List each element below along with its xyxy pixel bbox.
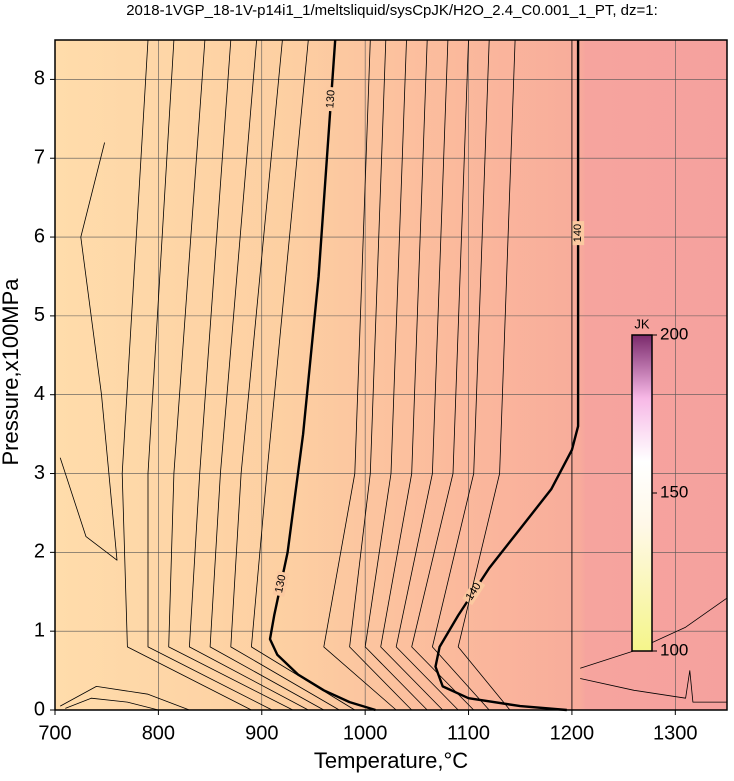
x-tick-label: 1100	[447, 722, 490, 744]
contour	[230, 39, 340, 711]
y-tick-label: 0	[34, 698, 45, 720]
y-tick-label: 3	[34, 462, 45, 484]
contour	[457, 39, 516, 711]
x-tick-label: 1300	[653, 722, 698, 744]
contour	[147, 39, 273, 711]
contour	[395, 39, 459, 711]
contour	[580, 670, 727, 703]
contour-label: 130	[273, 574, 289, 594]
contour	[432, 39, 490, 711]
contour	[411, 39, 474, 711]
colorbar-tick-label: 100	[660, 640, 688, 659]
contour	[580, 597, 728, 669]
contour	[380, 39, 443, 711]
y-tick-label: 8	[34, 68, 45, 90]
contour	[60, 686, 190, 711]
contour-label: 130	[324, 90, 337, 109]
x-tick-label: 1000	[343, 722, 388, 744]
contour	[251, 39, 356, 711]
contour-label-group: 140	[572, 221, 585, 246]
contour-label-bg	[462, 578, 486, 606]
chart-title: 2018-1VGP_18-1V-p14i1_1/meltsliquid/sysC…	[126, 2, 658, 19]
contour-label-group: 130	[324, 86, 338, 112]
contour	[189, 39, 309, 711]
overlay: 700 800 900 1000 1100 1200 1300 0 1 2 3 4 5 6 7 8 100 150…	[34, 68, 698, 745]
field	[55, 40, 727, 710]
plot-frame	[54, 39, 728, 711]
contour-label-bg	[324, 86, 338, 112]
contour-label-bg	[572, 221, 585, 246]
y-tick-label: 7	[34, 147, 45, 169]
contour-label: 140	[572, 224, 584, 242]
contour	[59, 142, 118, 561]
x-tick-label: 700	[38, 722, 71, 744]
colorbar	[631, 334, 653, 652]
y-tick-label: 2	[34, 541, 45, 563]
colorbar-tick-label: 150	[660, 482, 688, 501]
x-tick-label: 1200	[550, 722, 595, 744]
x-axis-label: Temperature,°C	[314, 748, 468, 773]
contour	[168, 39, 293, 711]
colorbar-tick-label: 200	[660, 324, 688, 343]
contour-label-group: 130	[272, 570, 290, 597]
y-tick-label: 4	[34, 383, 45, 405]
contour-label-bg	[272, 570, 290, 597]
colorbar-label: JK	[634, 316, 650, 331]
x-tick-label: 800	[142, 722, 175, 744]
contour	[65, 697, 159, 711]
contour-bold	[268, 39, 376, 712]
contour	[364, 39, 428, 711]
contour	[349, 39, 412, 711]
y-axis-label: Pressure,x100MPa	[0, 278, 23, 466]
y-tick-label: 6	[34, 225, 45, 247]
contour	[121, 39, 252, 711]
contour	[209, 39, 324, 711]
y-tick-label: 5	[34, 304, 45, 326]
y-tick-label: 1	[34, 619, 45, 641]
x-tick-label: 900	[245, 722, 278, 744]
contour	[323, 39, 397, 711]
